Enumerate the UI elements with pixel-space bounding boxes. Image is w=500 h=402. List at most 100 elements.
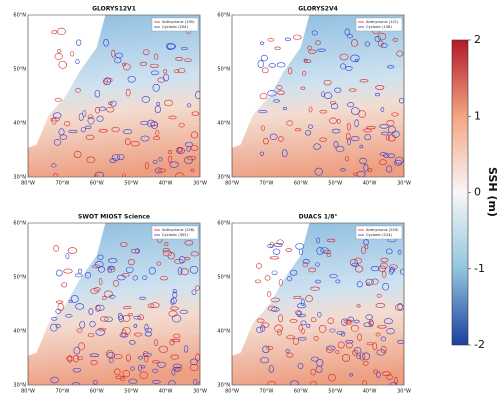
eddy [168,380,176,385]
eddy [282,106,287,111]
eddy [158,157,163,162]
y-tick-label: 60°N [217,13,230,19]
eddy [148,267,156,275]
eddy [260,357,270,364]
eddy [140,135,150,142]
eddy [113,354,123,360]
eddy [259,151,265,156]
eddy [122,314,131,322]
eddy [130,366,135,371]
legend-label: Cyclonic (204) [162,25,188,29]
eddy [122,370,131,378]
eddy [358,110,366,118]
eddy [80,126,86,133]
eddy [394,304,404,311]
eddy [397,302,403,311]
eddy [107,265,116,273]
eddy [315,262,320,267]
eddy [359,79,369,83]
eddy [115,375,124,379]
eddy [261,67,269,74]
eddy [124,138,131,145]
x-tick-label: 70°W [259,389,273,395]
eddy [50,323,58,332]
eddy [346,34,353,39]
eddy [278,136,284,142]
eddy [276,239,284,245]
eddy [310,286,320,291]
eddy [50,317,58,321]
eddy [368,168,373,173]
eddy [349,373,354,377]
eddy [117,312,123,320]
panel-frame [27,222,201,386]
eddy [122,63,131,71]
eddy [359,157,367,165]
eddy [138,355,144,360]
land [232,15,310,148]
eddy [377,32,387,41]
y-tick-label: 60°N [13,13,26,19]
eddy [375,85,385,90]
eddy [97,266,106,273]
eddy [73,346,81,355]
eddy [345,66,353,71]
eddy [379,124,389,129]
eddy [366,126,376,130]
eddy [156,102,161,106]
eddy [158,345,169,353]
eddy [125,88,131,97]
eddy [314,279,321,284]
eddy [186,146,191,152]
eddy [293,295,302,300]
eddy [396,50,404,57]
eddy [108,101,113,105]
eddy [177,146,183,153]
eddy [350,54,360,63]
eddy [85,272,91,279]
eddy [176,147,185,155]
eddy [298,337,307,341]
land [232,223,310,356]
eddy [389,382,397,385]
eddy [256,318,265,323]
eddy [363,322,372,328]
eddy [139,371,149,379]
eddy [125,266,134,273]
eddy [137,314,144,321]
eddy [376,371,381,378]
x-tick-label: 50°W [328,389,342,395]
eddy [269,256,280,260]
colorbar [451,39,469,346]
x-tick-label: 80°W [225,389,239,395]
eddy [314,167,324,176]
eddy [75,59,80,64]
eddy [65,313,73,318]
eddy [59,134,68,140]
eddy [55,324,61,329]
map-panel [232,223,404,385]
eddy [55,269,63,277]
eddy [350,136,360,142]
eddy [67,247,78,254]
eddy [375,332,381,337]
eddy [375,92,380,97]
eddy [128,340,136,345]
eddy [153,53,159,60]
eddy [88,308,94,315]
eddy [144,354,149,363]
eddy [111,126,120,132]
eddy [73,150,82,158]
eddy [272,248,281,255]
eddy [122,62,127,66]
panel-frame [27,14,201,178]
eddy [364,41,371,47]
land [28,223,106,356]
eddy [76,328,83,333]
eddy [72,367,82,373]
eddy [267,380,276,385]
eddy [154,167,162,174]
y-tick-label: 30°N [217,383,230,389]
eddy [180,268,189,276]
